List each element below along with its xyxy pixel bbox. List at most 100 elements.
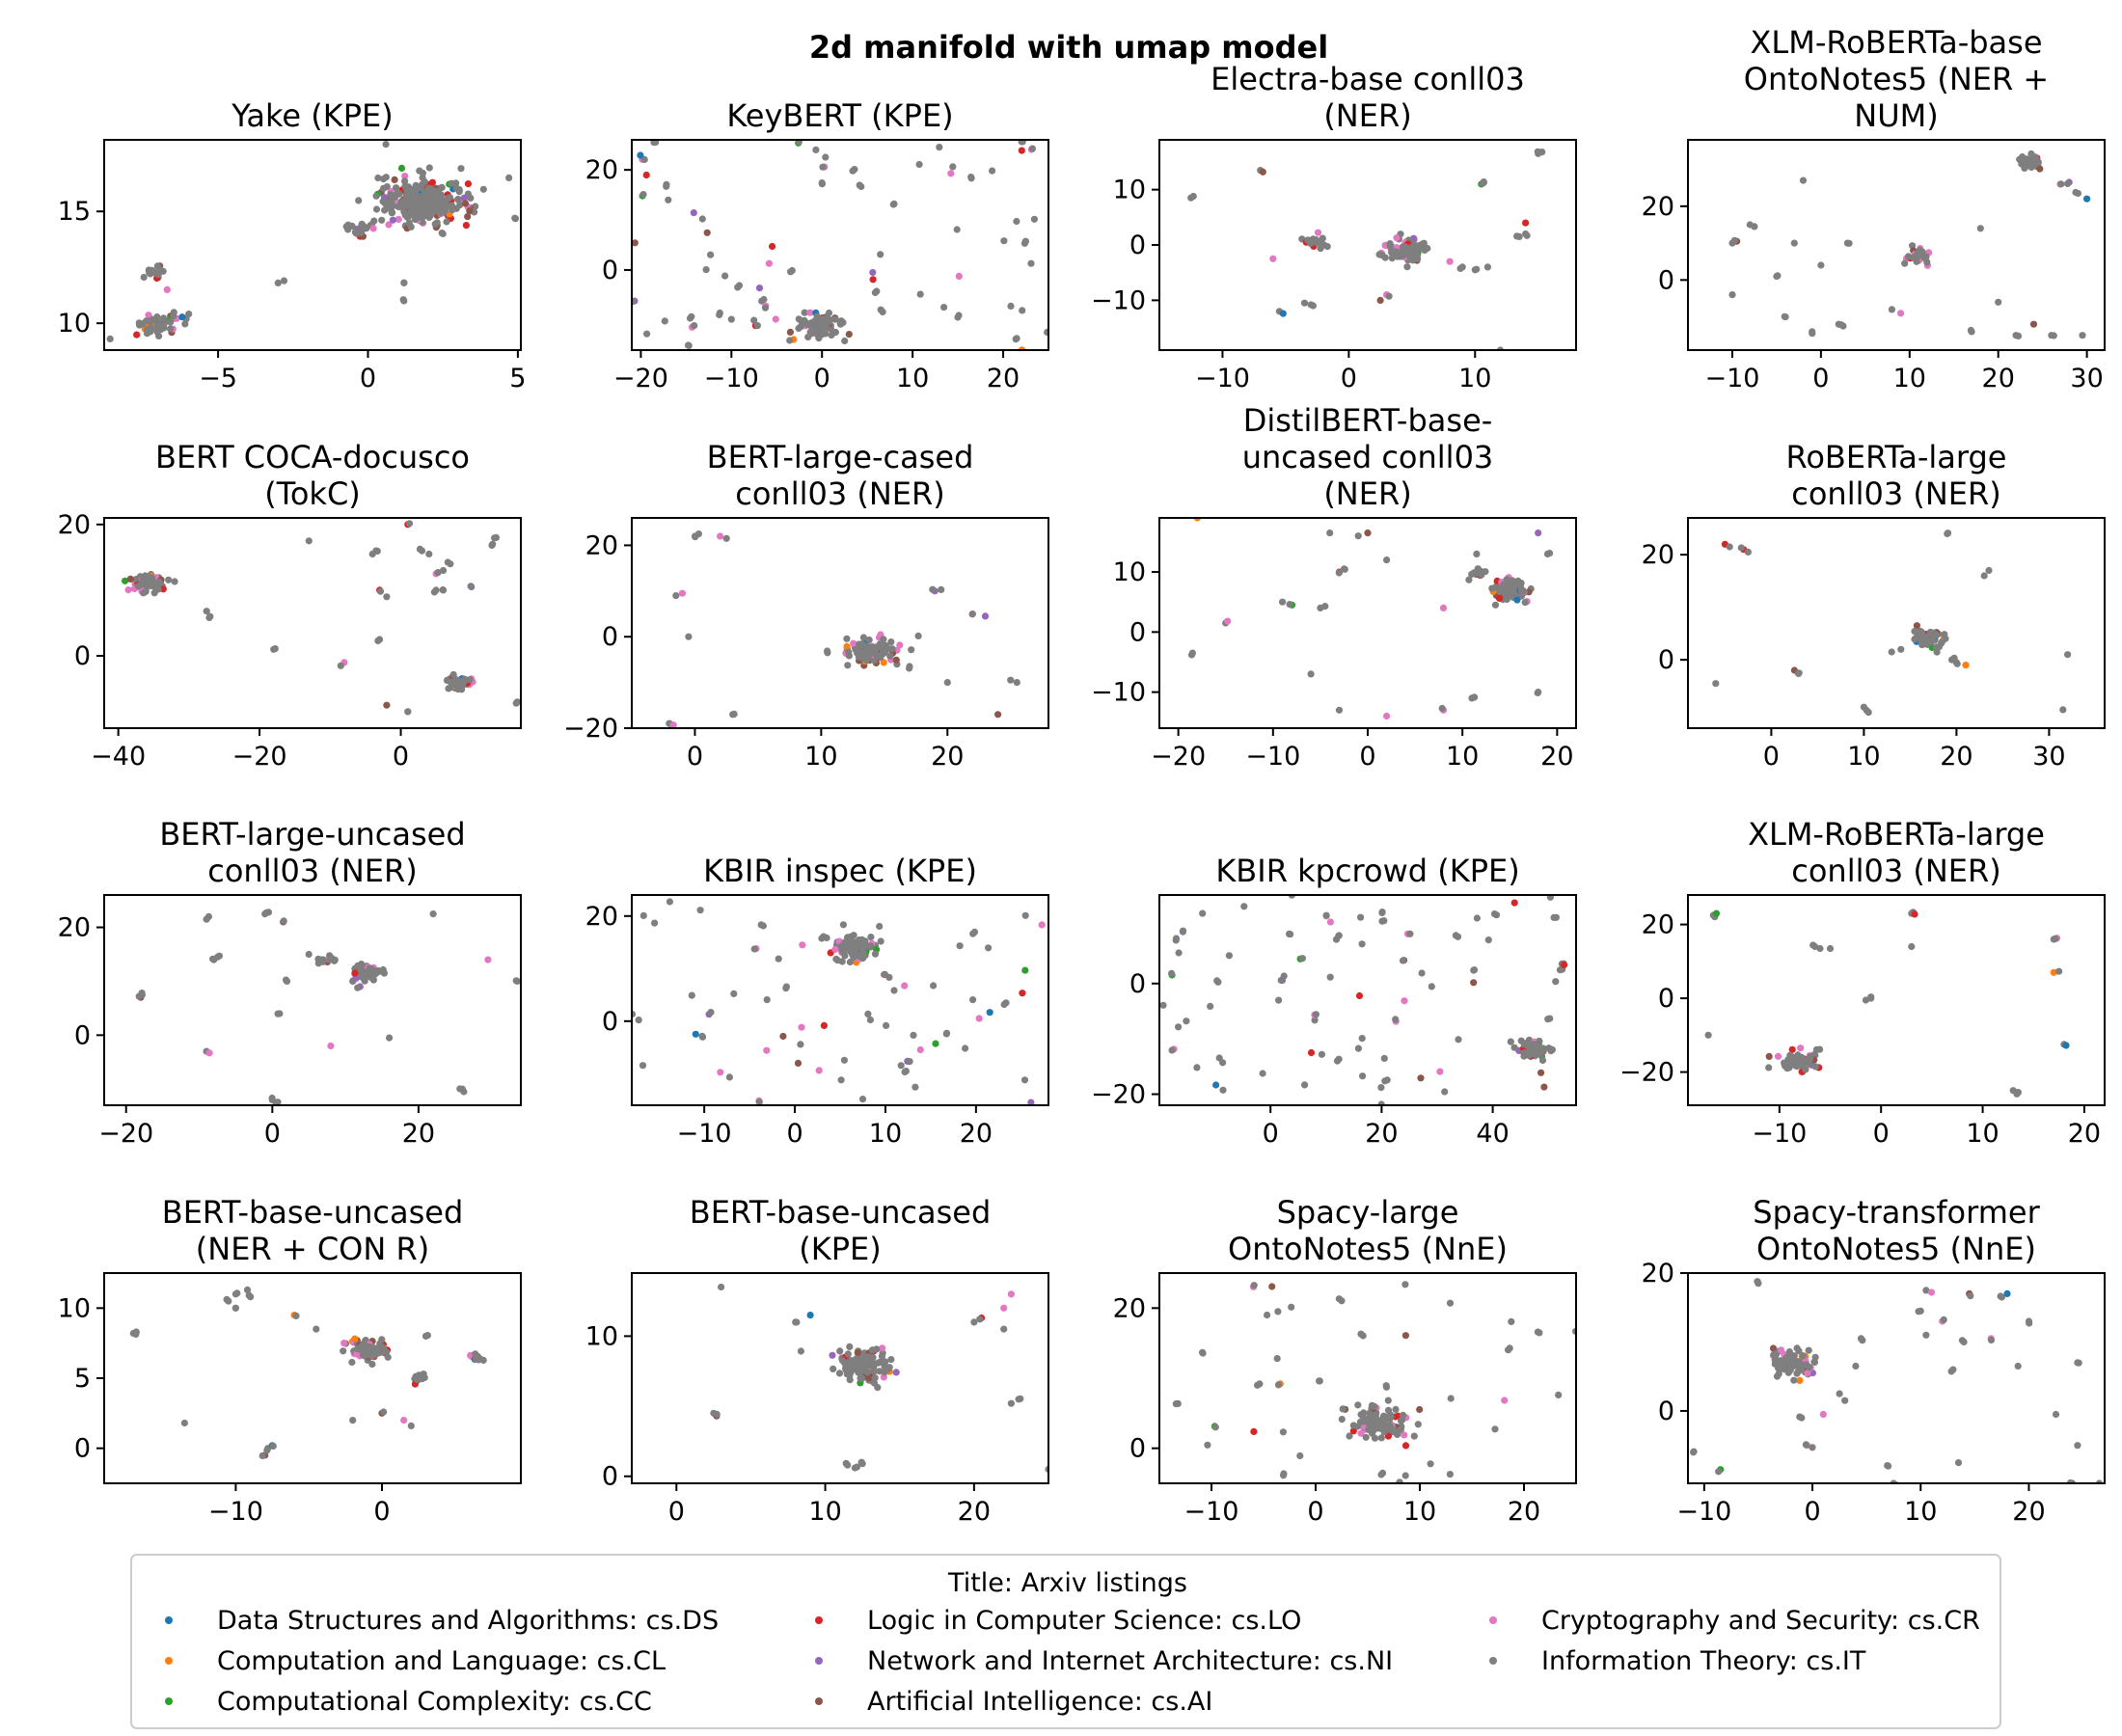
legend-label: Cryptography and Security: cs.CR xyxy=(1541,1606,1980,1636)
data-point xyxy=(1912,256,1919,263)
data-point xyxy=(730,990,738,997)
data-point xyxy=(1326,973,1334,981)
data-point xyxy=(916,290,924,298)
data-point xyxy=(2064,651,2072,659)
data-point xyxy=(444,558,451,566)
legend-entry: Computation and Language: cs.CL xyxy=(165,1646,666,1676)
data-point xyxy=(1401,997,1408,1005)
data-point xyxy=(698,1032,706,1040)
data-point xyxy=(1508,585,1515,593)
axes-frame xyxy=(1158,1272,1577,1484)
data-point xyxy=(1744,548,1752,556)
data-point xyxy=(386,1034,394,1042)
data-point xyxy=(1309,302,1317,310)
x-tick-label: 10 xyxy=(1966,1119,1999,1149)
data-point xyxy=(1922,1287,1930,1294)
legend-marker xyxy=(815,1697,823,1705)
data-point xyxy=(1478,569,1485,577)
data-point xyxy=(803,320,811,329)
data-point xyxy=(461,200,470,207)
data-point xyxy=(383,701,391,709)
data-point xyxy=(1510,1044,1518,1051)
data-point xyxy=(1891,1480,1899,1483)
data-point xyxy=(1555,1391,1563,1398)
data-point xyxy=(1521,599,1529,607)
data-point xyxy=(887,1356,895,1364)
x-tick-label: −10 xyxy=(1184,1497,1239,1527)
data-point xyxy=(678,589,687,597)
data-point xyxy=(975,1015,983,1022)
data-point xyxy=(969,996,977,1004)
data-point xyxy=(855,653,863,661)
data-point xyxy=(1796,1413,1804,1421)
data-point xyxy=(845,331,853,339)
legend-marker xyxy=(165,1697,173,1705)
subplot-10: KBIR inspec (KPE) −10 0 10 20 0 20 xyxy=(585,853,1049,1149)
data-point xyxy=(512,977,520,985)
data-point xyxy=(1513,232,1521,240)
subplot-title: Spacy-transformer xyxy=(1753,1194,2040,1231)
data-point xyxy=(1817,261,1825,269)
data-point xyxy=(484,956,492,963)
data-point xyxy=(170,312,177,320)
data-point xyxy=(954,313,962,321)
data-point xyxy=(1038,921,1046,929)
subplot-title: BERT-base-uncased xyxy=(162,1194,464,1231)
data-point xyxy=(1357,1330,1365,1338)
data-point xyxy=(379,198,387,205)
data-point xyxy=(382,141,390,149)
data-point xyxy=(1904,253,1913,260)
legend-label: Data Structures and Algorithms: cs.DS xyxy=(217,1606,719,1636)
x-tick-label: 10 xyxy=(1446,742,1479,772)
data-point xyxy=(1321,603,1329,610)
data-point xyxy=(1000,1304,1008,1312)
data-point xyxy=(669,721,677,728)
data-point xyxy=(1809,941,1817,949)
x-tick-label: 10 xyxy=(869,1119,902,1149)
data-point xyxy=(1793,1370,1801,1377)
data-point xyxy=(1550,913,1558,922)
legend-marker xyxy=(815,1657,823,1665)
subplot-title: uncased conll03 xyxy=(1242,439,1494,475)
data-point xyxy=(632,1010,637,1018)
data-point xyxy=(1314,229,1322,236)
data-point xyxy=(1175,949,1183,957)
subplot-title: BERT-large-cased xyxy=(707,439,974,475)
data-point xyxy=(698,215,706,223)
data-point xyxy=(892,1369,900,1376)
data-point xyxy=(1020,1076,1029,1084)
data-point xyxy=(1510,899,1518,907)
subplot-title: OntoNotes5 (NER + xyxy=(1744,61,2049,97)
data-point xyxy=(755,1099,763,1105)
data-point xyxy=(383,593,391,601)
data-point xyxy=(760,295,768,304)
y-tick-label: 10 xyxy=(58,309,91,339)
data-point xyxy=(795,315,803,323)
data-point xyxy=(857,943,865,952)
data-point xyxy=(851,166,858,174)
data-point xyxy=(690,209,697,217)
x-tick-label: 20 xyxy=(2012,1497,2045,1527)
data-point xyxy=(1416,1405,1424,1414)
data-point xyxy=(215,952,223,960)
y-tick-label: 0 xyxy=(74,1020,91,1050)
data-point xyxy=(340,1347,347,1355)
axes-frame xyxy=(1687,894,2106,1106)
data-point xyxy=(761,304,770,312)
data-point xyxy=(1470,979,1478,987)
data-point xyxy=(425,550,433,558)
legend-entry: Data Structures and Algorithms: cs.DS xyxy=(165,1606,719,1636)
data-point xyxy=(348,222,356,230)
data-point xyxy=(818,935,826,942)
data-point xyxy=(1704,1031,1712,1039)
data-point xyxy=(159,321,167,329)
scatter-points xyxy=(710,1283,1048,1474)
data-point xyxy=(305,537,313,545)
data-point xyxy=(512,699,520,707)
data-point xyxy=(1311,1017,1319,1024)
data-point xyxy=(1326,918,1334,926)
data-point xyxy=(838,958,846,965)
data-point xyxy=(1997,1292,2004,1300)
data-point xyxy=(399,296,407,304)
